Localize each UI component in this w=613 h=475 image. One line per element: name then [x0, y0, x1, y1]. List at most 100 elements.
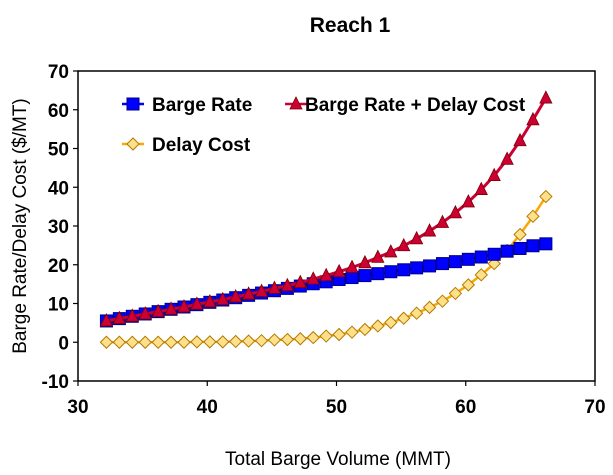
data-point: [513, 241, 527, 255]
legend-marker: [126, 97, 140, 111]
data-point: [267, 333, 282, 347]
data-point: [448, 255, 462, 269]
data-point: [500, 244, 514, 258]
data-point: [203, 335, 217, 349]
data-point: [513, 132, 527, 147]
data-point: [539, 237, 553, 251]
data-point: [474, 268, 488, 282]
data-point: [99, 313, 114, 327]
data-point: [138, 306, 152, 320]
y-axis: -10 0 10 20 30 40 50 60 70: [42, 62, 78, 393]
x-tick-label: 60: [455, 397, 476, 418]
data-point: [151, 335, 165, 349]
data-point: [164, 301, 178, 315]
y-axis-label: Barge Rate/Delay Cost ($/MT): [10, 98, 31, 354]
data-point: [358, 254, 372, 269]
legend-marker: [289, 96, 303, 110]
data-point: [190, 335, 204, 349]
data-point: [280, 277, 295, 292]
data-point: [241, 334, 256, 348]
data-point: [229, 289, 243, 303]
data-point: [228, 334, 243, 349]
x-axis-label: Total Barge Volume (MMT): [225, 449, 451, 470]
data-point: [138, 335, 152, 349]
legend-label: Barge Rate: [152, 95, 252, 116]
y-tick-label: -10: [42, 372, 69, 393]
data-point: [539, 90, 553, 104]
data-point: [164, 335, 178, 349]
data-point: [435, 257, 449, 271]
data-point: [99, 335, 114, 349]
data-point: [306, 271, 320, 285]
data-point: [461, 194, 475, 208]
chart-title: Reach 1: [310, 14, 391, 37]
data-point: [384, 265, 398, 279]
data-point: [384, 244, 398, 258]
y-tick-label: 0: [58, 333, 69, 354]
legend-marker: [126, 137, 140, 151]
data-point: [384, 315, 398, 330]
data-point: [526, 209, 540, 224]
data-point: [397, 311, 411, 325]
data-point: [487, 247, 501, 261]
data-point: [177, 335, 191, 349]
data-point: [448, 286, 463, 301]
data-point: [267, 280, 282, 294]
data-point: [435, 214, 450, 228]
x-tick-label: 50: [326, 397, 347, 418]
x-tick-label: 70: [584, 397, 605, 418]
x-tick-label: 30: [67, 397, 88, 418]
data-point: [410, 261, 424, 275]
series-barge-rate-delay-cost: [99, 90, 553, 327]
data-point: [526, 111, 540, 126]
data-point: [151, 303, 165, 318]
data-point: [112, 310, 127, 325]
series-layer: [99, 90, 553, 349]
data-point: [422, 300, 437, 315]
data-point: [435, 294, 450, 308]
data-point: [319, 267, 333, 282]
data-point: [293, 274, 307, 288]
x-tick-label: 40: [197, 397, 218, 418]
y-tick-label: 10: [48, 295, 69, 316]
data-point: [125, 308, 139, 322]
data-point: [345, 259, 359, 273]
data-point: [539, 189, 553, 204]
y-tick-label: 60: [48, 101, 69, 122]
x-axis: 30 40 50 60 70: [67, 381, 606, 418]
series-delay-cost: [99, 189, 553, 349]
data-point: [216, 335, 230, 349]
data-point: [513, 227, 527, 242]
data-point: [422, 223, 437, 237]
data-point: [487, 167, 501, 182]
data-point: [190, 296, 204, 310]
data-point: [358, 322, 372, 337]
data-point: [371, 249, 385, 263]
data-point: [216, 291, 230, 306]
y-tick-label: 30: [48, 217, 69, 238]
legend-item: Delay Cost: [122, 135, 251, 156]
legend: Barge Rate Barge Rate + Delay Cost Delay C…: [122, 95, 526, 156]
data-point: [474, 250, 488, 264]
data-point: [345, 325, 359, 339]
data-point: [125, 335, 139, 349]
data-point: [112, 335, 127, 349]
data-point: [474, 181, 488, 195]
data-point: [306, 330, 320, 345]
data-point: [409, 230, 424, 245]
legend-label: Barge Rate + Delay Cost: [305, 95, 526, 116]
data-point: [358, 269, 372, 283]
data-point: [423, 259, 437, 273]
y-tick-label: 70: [48, 62, 69, 83]
data-point: [397, 263, 411, 277]
data-point: [371, 319, 385, 333]
data-point: [461, 278, 476, 292]
data-point: [254, 283, 269, 297]
data-point: [332, 327, 346, 342]
data-point: [409, 306, 424, 320]
legend-label: Delay Cost: [152, 135, 251, 156]
data-point: [280, 332, 295, 347]
data-point: [332, 263, 346, 278]
data-point: [500, 151, 514, 165]
